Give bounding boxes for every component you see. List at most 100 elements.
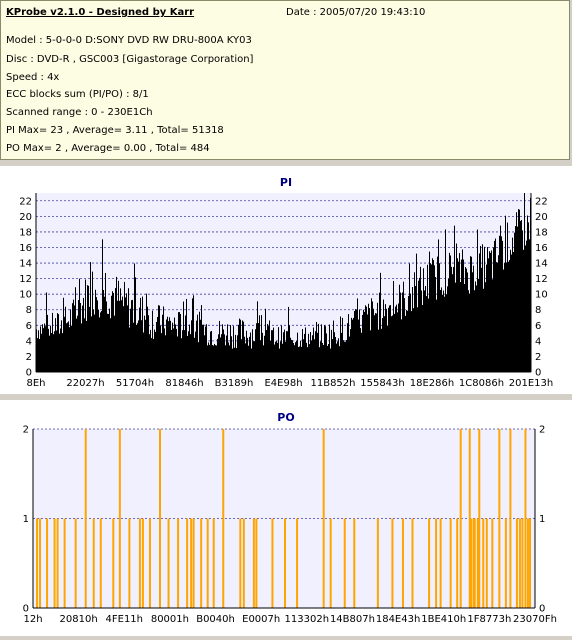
pi-bar [367,314,368,372]
pi-bar [414,272,415,372]
pi-bar [83,297,84,372]
pi-bar [37,338,38,372]
pi-bar [108,314,109,372]
pi-bar [526,240,527,372]
pi-ytick-right: 14 [535,259,548,270]
pi-bar [523,249,524,372]
pi-bar [470,256,471,372]
pi-bar [318,323,319,372]
po-bar [141,518,144,608]
pi-bar [244,336,245,372]
pi-bar [249,336,250,372]
pi-bar [511,254,512,372]
pi-bar [76,318,77,372]
pi-bar [232,348,233,372]
pi-bar [439,263,440,372]
pi-bar [105,272,106,372]
pi-bar [285,341,286,372]
pi-bar [174,317,175,372]
po-bar [242,518,245,608]
pi-bar [246,330,247,372]
pi-bar [375,313,376,372]
pi-bar [217,338,218,372]
pi-bar [117,300,118,372]
pi-bar [271,330,272,372]
pi-bar [62,333,63,372]
po-bar [252,518,255,608]
po-xtick: E0007h [242,614,280,625]
pi-bar [119,300,120,372]
po-bar [459,429,462,608]
pi-bar [268,326,269,372]
pi-bar [163,306,164,372]
pi-bar [437,256,438,372]
pi-bar [335,336,336,372]
po-bar [329,518,332,608]
po-xtick: 184E43h [376,614,420,625]
pi-bar [213,345,214,372]
pi-bar [41,333,42,372]
pi-bar [478,278,479,372]
po-bar [118,429,121,608]
pi-chart-title: PI [280,176,292,189]
po-bar [376,518,379,608]
pi-bar [189,324,190,372]
ecc-line: ECC blocks sum (PI/PO) : 8/1 [6,89,149,100]
pi-bar [490,252,491,372]
po-bar [528,518,531,608]
pi-bar [87,285,88,372]
po-bar [491,518,494,608]
pi-bar [260,340,261,372]
po-bar [472,518,475,608]
pi-bar [510,249,511,372]
pi-bar [81,323,82,372]
info-panel: KProbe v2.1.0 - Designed by Karr Date : … [0,0,570,160]
pi-bar [79,278,80,372]
pi-bar [440,290,441,372]
po-bar [167,518,170,608]
pi-bar [148,315,149,372]
pi-bar [417,307,418,372]
pi-bar [245,343,246,372]
pi-bar [408,296,409,372]
pi-bar [139,307,140,372]
pi-bar [276,340,277,372]
pi-bar [508,261,509,372]
pi-bar [424,290,425,372]
pi-bar [180,313,181,372]
pi-bar [166,319,167,372]
pi-bar [343,340,344,372]
pi-bar [40,326,41,372]
pi-bar [258,323,259,372]
pi-bar [82,305,83,372]
pi-bar [304,333,305,372]
pi-bar [248,345,249,372]
pi-bar [221,334,222,372]
po-ytick-left: 1 [23,514,29,525]
pi-bar [101,310,102,372]
pi-bar [88,285,89,372]
pi-bar [210,331,211,372]
pi-ytick-right: 10 [535,290,548,301]
pi-bar [326,333,327,372]
pi-bar [43,328,44,372]
pi-bar [426,296,427,372]
pi-bar [383,299,384,372]
pi-bar [90,262,91,372]
pi-bar [255,329,256,372]
pi-bar [280,341,281,372]
pi-bar [434,265,435,372]
pi-bar [220,337,221,372]
po-bar [84,429,87,608]
po-bar [148,518,151,608]
pi-bar [500,225,501,372]
pi-bar [463,259,464,372]
pi-bar [130,308,131,372]
pi-bar [214,343,215,372]
pi-ytick-left: 6 [26,321,32,332]
pi-bar [480,245,481,372]
pi-ytick-left: 18 [19,227,32,238]
pi-bar [289,325,290,372]
pi-bar [292,340,293,372]
pi-bar [267,324,268,372]
